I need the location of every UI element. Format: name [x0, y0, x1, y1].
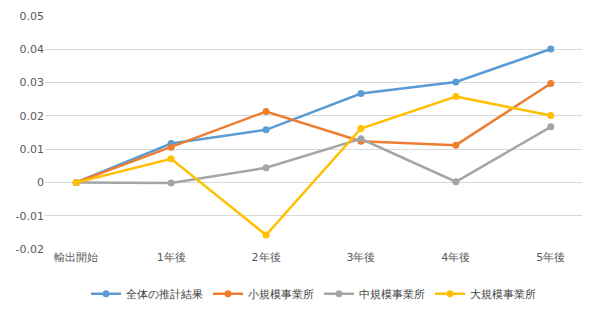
svg-text:-0.01: -0.01 — [16, 210, 44, 223]
svg-text:輸出開始: 輸出開始 — [54, 251, 98, 264]
svg-text:中規模事業所: 中規模事業所 — [359, 288, 425, 301]
svg-text:0.03: 0.03 — [20, 76, 45, 89]
svg-text:3年後: 3年後 — [346, 251, 375, 264]
svg-text:5年後: 5年後 — [536, 251, 565, 264]
svg-text:大規模事業所: 大規模事業所 — [470, 288, 536, 301]
svg-text:2年後: 2年後 — [252, 251, 281, 264]
svg-text:-0.02: -0.02 — [16, 243, 44, 256]
svg-text:0.02: 0.02 — [20, 110, 45, 123]
svg-text:0: 0 — [37, 176, 44, 189]
svg-text:0.01: 0.01 — [20, 143, 45, 156]
svg-text:4年後: 4年後 — [441, 251, 470, 264]
svg-text:全体の推計結果: 全体の推計結果 — [126, 288, 203, 301]
svg-text:1年後: 1年後 — [157, 251, 186, 264]
svg-text:0.05: 0.05 — [20, 10, 45, 23]
svg-text:0.04: 0.04 — [20, 43, 45, 56]
svg-text:小規模事業所: 小規模事業所 — [248, 288, 314, 301]
